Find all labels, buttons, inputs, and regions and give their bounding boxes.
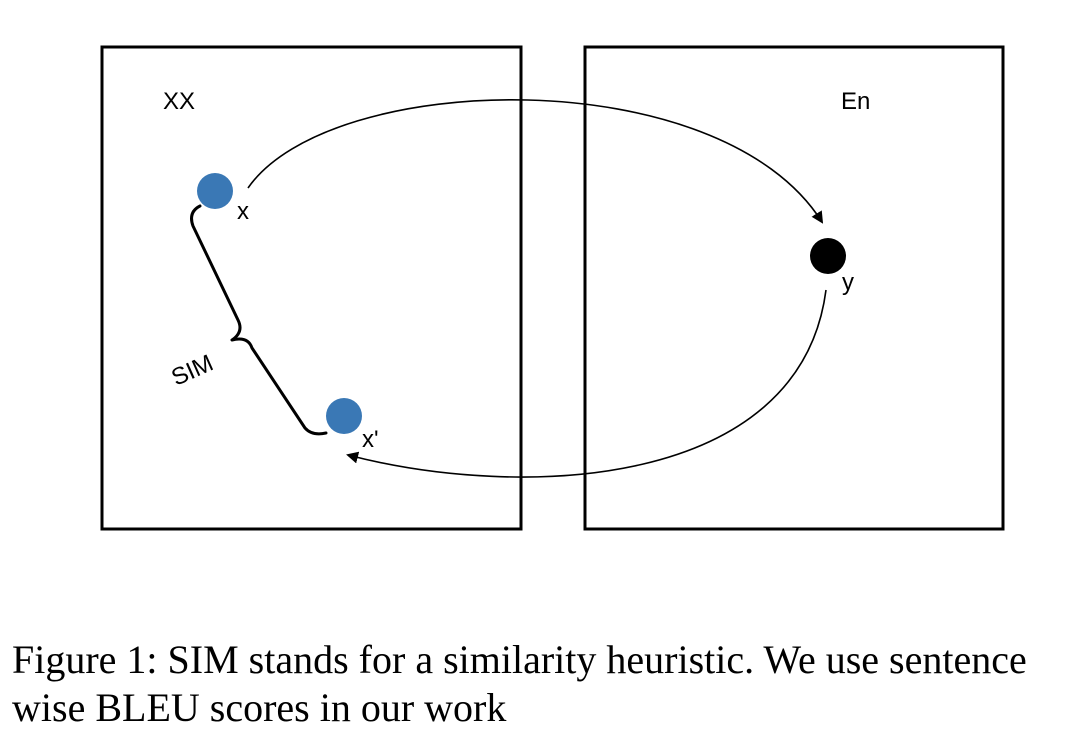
sim-label: SIM bbox=[167, 350, 217, 392]
target-language-box bbox=[583, 45, 1005, 531]
caption-bleu: BLEU bbox=[95, 685, 200, 730]
forward-translation-arrow bbox=[247, 99, 824, 224]
caption-suffix: scores in our work bbox=[199, 685, 507, 730]
right-box-label: En bbox=[841, 88, 870, 115]
caption-prefix: Figure 1: SIM stands for a similarity he… bbox=[12, 637, 1027, 730]
reconstructed-point-x-prime bbox=[326, 398, 362, 434]
source-language-box bbox=[100, 45, 523, 531]
figure-caption: Figure 1: SIM stands for a similarity he… bbox=[12, 636, 1082, 732]
x-label: x bbox=[237, 198, 249, 225]
similarity-brace bbox=[190, 204, 328, 436]
back-translation-arrow bbox=[346, 289, 827, 478]
x-prime-label: x' bbox=[362, 426, 379, 453]
target-point-y bbox=[810, 238, 846, 274]
y-label: y bbox=[842, 269, 854, 296]
source-point-x bbox=[197, 173, 233, 209]
diagram-figure: XX En x y x' SIM bbox=[100, 45, 1005, 531]
left-box-label: XX bbox=[163, 88, 195, 115]
